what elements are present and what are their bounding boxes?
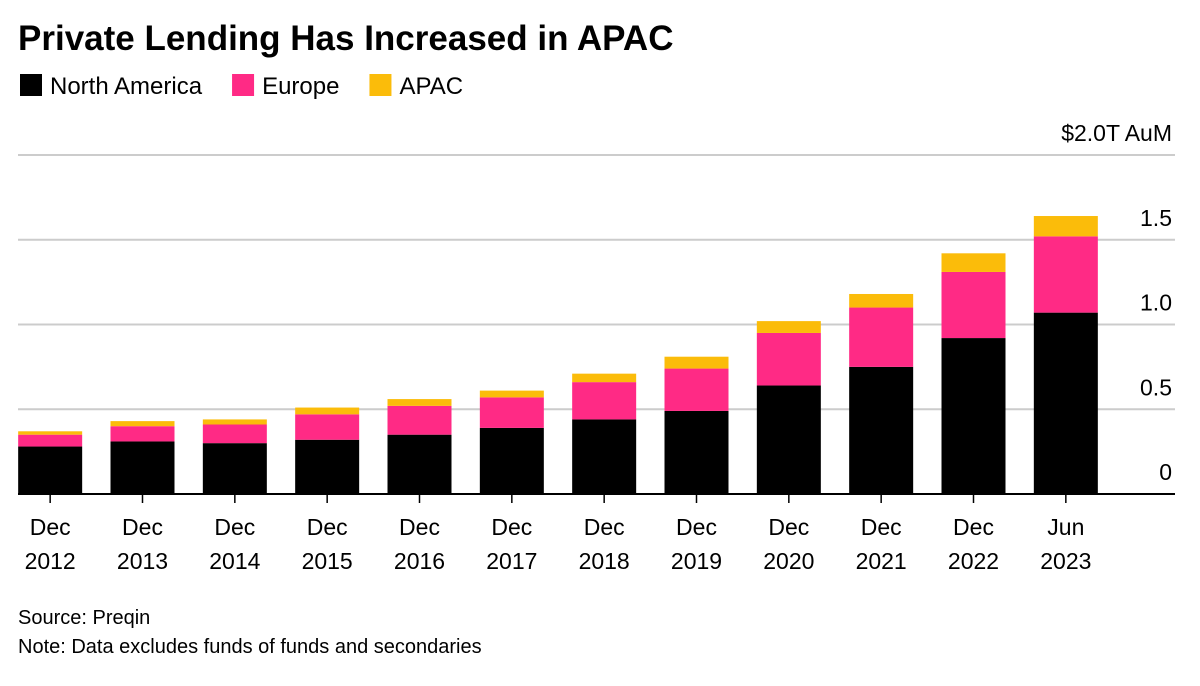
x-tick-label: Dec 2021: [855, 514, 907, 574]
y-tick-label: $2.0T AuM: [1061, 120, 1172, 146]
source: Source: Preqin: [18, 607, 150, 629]
bar-segment: [18, 434, 83, 447]
bar-segment: [756, 321, 821, 333]
bar-segment: [1033, 236, 1098, 313]
bar-segment: [387, 405, 452, 435]
bar-segment: [664, 410, 729, 494]
bar-segment: [110, 426, 175, 442]
legend-swatch: [232, 74, 255, 96]
bar-segment: [572, 373, 637, 383]
x-tick-label: Dec 2013: [116, 514, 169, 574]
bar-segment: [664, 356, 729, 369]
x-tick-label: Dec 2017: [486, 514, 538, 574]
bar-segment: [479, 397, 544, 428]
bar-segment: [849, 307, 914, 367]
x-tick-label-box: Dec 2022: [947, 514, 1000, 574]
bar-segment: [941, 253, 1006, 272]
x-tick-label: Dec 2012: [24, 514, 76, 574]
x-tick-label-box: Dec 2021: [855, 514, 907, 574]
bar-segment: [849, 293, 914, 308]
x-tick-label-box: Dec 2014: [209, 514, 261, 574]
bar-segment: [572, 382, 637, 420]
bar-segment: [202, 419, 267, 425]
bar-segment: [202, 443, 267, 494]
x-tick-label-box: Dec 2013: [116, 514, 169, 574]
x-tick-label: Dec 2022: [947, 514, 1000, 574]
y-tick-label: 1.0: [1140, 290, 1172, 316]
bar-segment: [18, 446, 83, 494]
x-tick-label-box: Dec 2017: [486, 514, 538, 574]
x-tick-label: Dec 2014: [209, 514, 261, 574]
bar-segment: [479, 427, 544, 494]
x-tick-label: Dec 2019: [670, 514, 723, 574]
bar-segment: [664, 368, 729, 411]
bar-segment: [202, 424, 267, 444]
bar-segment: [849, 366, 914, 494]
bar-segment: [1033, 216, 1098, 237]
legend-label: North America: [50, 73, 203, 100]
bar-segment: [295, 407, 360, 415]
x-tick-label-box: Dec 2020: [763, 514, 815, 574]
x-tick-label-box: Dec 2015: [301, 514, 353, 574]
bar-segment: [295, 414, 360, 440]
bar-segment: [941, 271, 1006, 339]
bar-segment: [756, 332, 821, 386]
bar-segment: [387, 434, 452, 494]
y-tick-label: 0: [1159, 459, 1172, 485]
bar-segment: [479, 390, 544, 398]
x-tick-label-box: Dec 2016: [393, 514, 446, 574]
bar-segment: [295, 439, 360, 494]
bar-segment: [18, 431, 83, 435]
bar-segment: [941, 338, 1006, 494]
x-tick-label: Jun 2023: [1040, 514, 1092, 574]
bar-segment: [110, 421, 175, 427]
y-tick-label: 0.5: [1140, 374, 1172, 400]
bar-segment: [572, 419, 637, 494]
x-tick-label: Dec 2015: [301, 514, 353, 574]
x-tick-label-box: Jun 2023: [1040, 514, 1092, 574]
legend-swatch: [20, 74, 42, 96]
x-tick-label: Dec 2018: [578, 514, 630, 574]
x-tick-label-box: Dec 2019: [670, 514, 723, 574]
bar-segment: [387, 399, 452, 406]
legend-swatch: [369, 74, 392, 96]
x-tick-label-box: Dec 2018: [578, 514, 630, 574]
legend-label: APAC: [399, 73, 463, 100]
bar-segment: [756, 385, 821, 494]
note: Note: Data excludes funds of funds and s…: [18, 636, 482, 658]
bar-segment: [1033, 312, 1098, 494]
legend-label: Europe: [262, 73, 339, 100]
bar-segment: [110, 441, 175, 494]
x-tick-label: Dec 2016: [393, 514, 446, 574]
chart-title: Private Lending Has Increased in APAC: [18, 19, 673, 58]
x-tick-label: Dec 2020: [763, 514, 815, 574]
x-tick-label-box: Dec 2012: [24, 514, 76, 574]
y-tick-label: 1.5: [1140, 205, 1172, 231]
